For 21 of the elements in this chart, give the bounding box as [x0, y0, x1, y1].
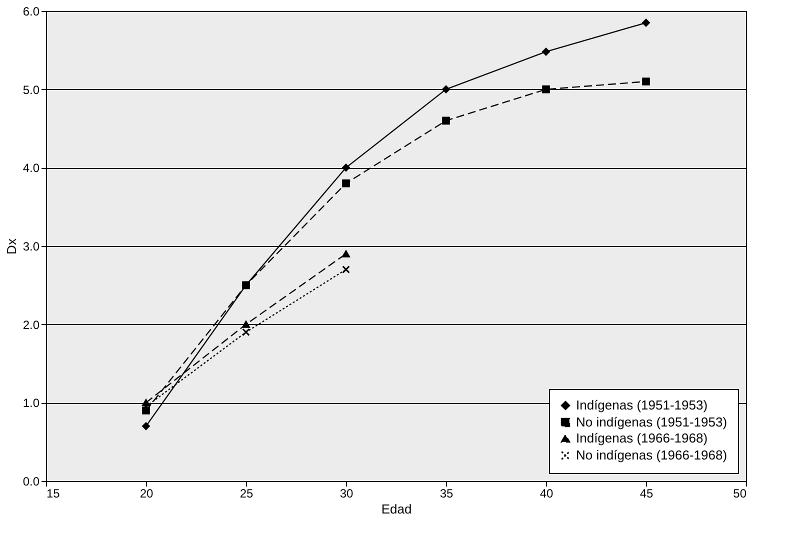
x-tick-label: 45	[640, 486, 654, 500]
x-tick-label: 40	[540, 486, 554, 500]
y-tick-label: 6.0	[22, 4, 40, 18]
x-tick-label: 15	[46, 486, 60, 500]
y-tick-label: 5.0	[22, 82, 40, 97]
x-tick-label: 35	[440, 486, 454, 500]
legend-label: Indígenas (1951-1953)	[576, 398, 708, 412]
y-tick-label: 0.0	[22, 474, 40, 488]
y-tick-label: 3.0	[22, 240, 40, 254]
legend-label: Indígenas (1966-1968)	[576, 430, 708, 446]
x-tick-label: 50	[733, 486, 747, 500]
x-axis-title: Edad	[381, 502, 412, 516]
x-tick-label: 30	[340, 486, 354, 500]
y-tick-label: 2.0	[22, 318, 40, 332]
y-axis-title: Dx	[4, 238, 19, 254]
x-tick-label: 25	[240, 486, 254, 500]
legend-label: No indígenas (1966-1968)	[576, 448, 728, 462]
y-tick-label: 4.0	[22, 161, 40, 176]
legend-label: No indígenas (1951-1953)	[576, 414, 728, 430]
x-tick-label: 20	[140, 486, 154, 500]
y-tick-label: 1.0	[22, 396, 40, 410]
